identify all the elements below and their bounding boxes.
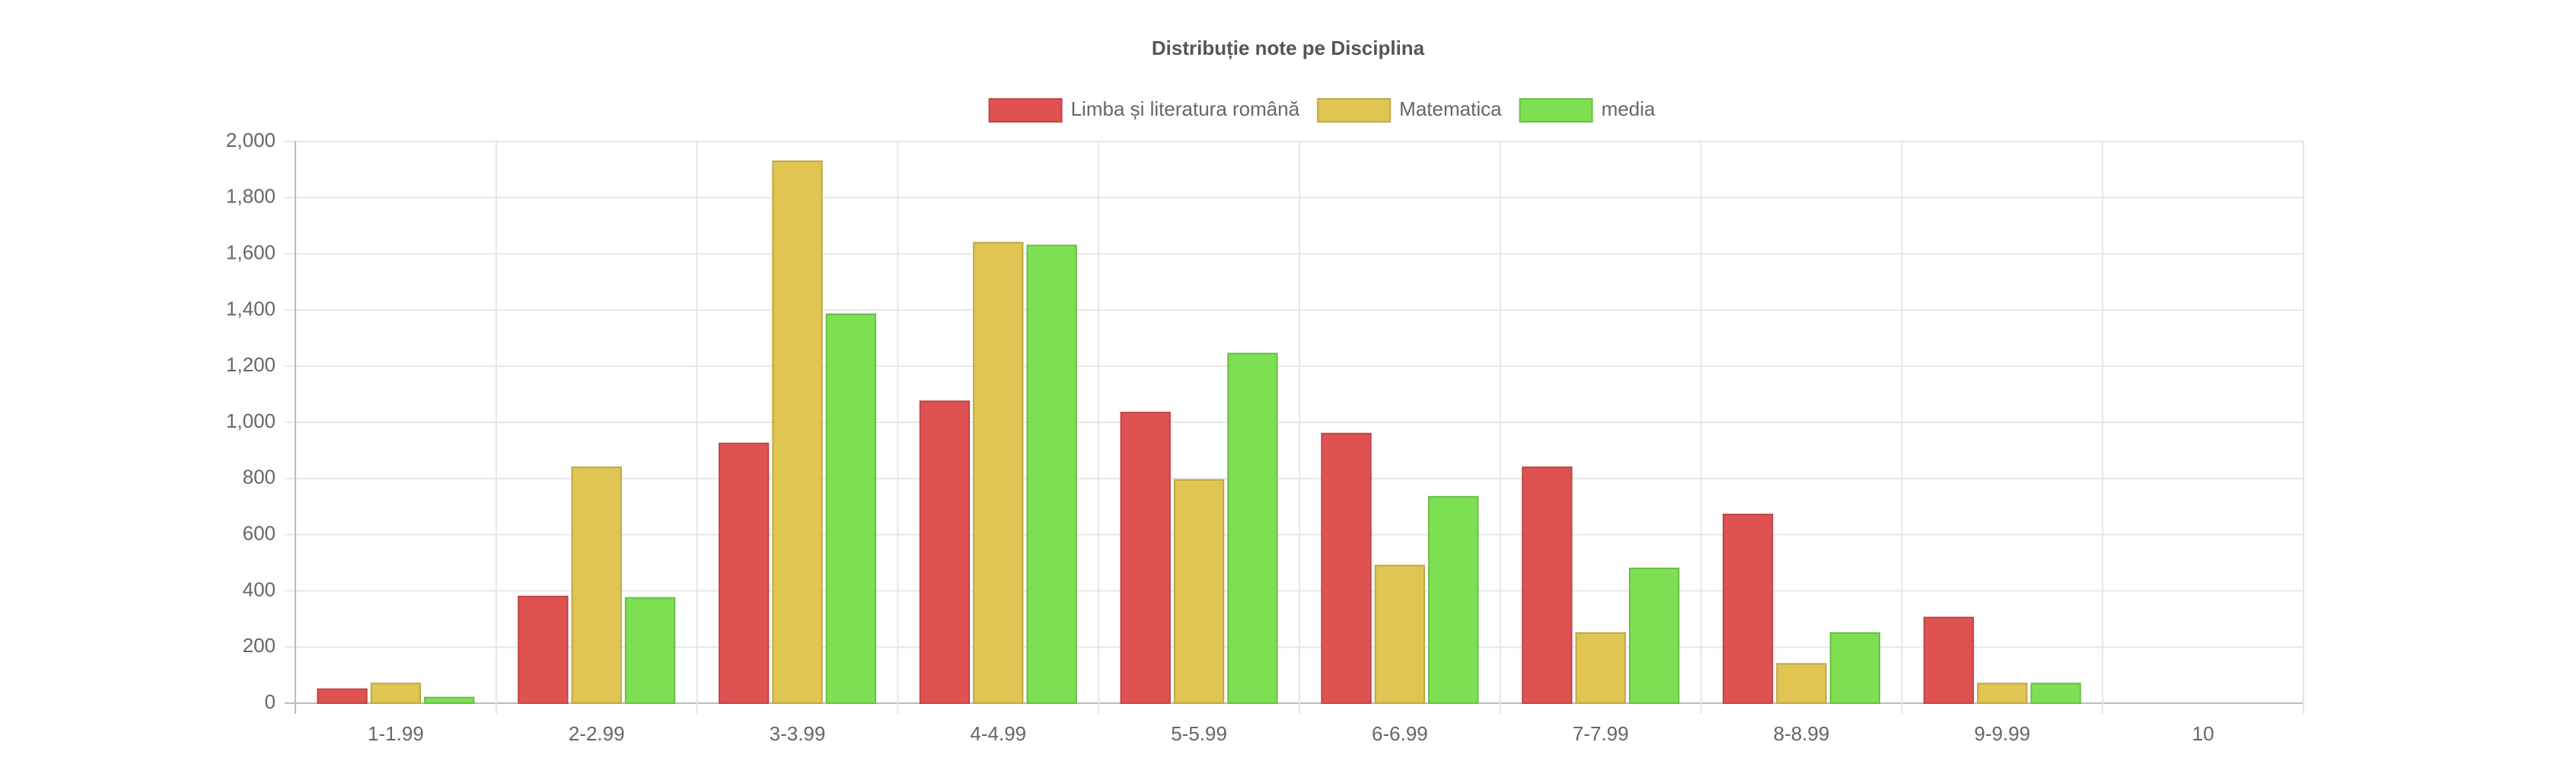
bar <box>1829 632 1881 704</box>
y-tick-label: 2,000 <box>226 129 276 151</box>
y-tick-label: 1,600 <box>226 240 276 263</box>
bar <box>424 696 475 704</box>
bar <box>772 160 823 704</box>
legend-label: Limba și literatura română <box>1071 97 1300 120</box>
bar <box>1173 479 1225 705</box>
bar <box>1722 514 1774 704</box>
bar <box>825 313 877 704</box>
bar <box>1227 352 1278 704</box>
x-tick-label: 4-4.99 <box>970 722 1026 745</box>
y-tick-label: 0 <box>265 690 276 713</box>
bar <box>1522 466 1573 704</box>
y-tick-label: 600 <box>243 521 276 544</box>
bar <box>2030 683 2081 704</box>
legend-swatch <box>988 98 1063 123</box>
legend-item: Limba și literatura română <box>988 97 1300 123</box>
bar <box>1321 432 1372 704</box>
legend: Limba și literatura română Matematica medi… <box>988 97 1656 123</box>
y-tick-label: 1,400 <box>226 297 276 320</box>
bar <box>1776 663 1827 705</box>
y-tick-label: 800 <box>243 466 276 489</box>
y-tick-label: 1,200 <box>226 353 276 376</box>
bar <box>624 597 676 704</box>
x-tick-label: 7-7.99 <box>1573 722 1629 745</box>
bar <box>1374 565 1426 704</box>
y-tick-label: 200 <box>243 634 276 657</box>
bar <box>1575 632 1626 704</box>
y-tick-label: 1,800 <box>226 185 276 208</box>
legend-label: media <box>1602 97 1656 120</box>
x-tick-label: 5-5.99 <box>1171 722 1227 745</box>
legend-item: media <box>1519 97 1656 123</box>
x-tick-label: 10 <box>2192 722 2214 745</box>
bar <box>571 466 622 704</box>
bar <box>919 400 971 704</box>
bar <box>1428 495 1479 704</box>
x-tick-label: 1-1.99 <box>368 722 424 745</box>
bar <box>1026 244 1077 704</box>
bar <box>317 688 368 704</box>
bar <box>973 241 1024 704</box>
x-tick-label: 6-6.99 <box>1372 722 1428 745</box>
x-tick-label: 3-3.99 <box>770 722 826 745</box>
legend-label: Matematica <box>1399 97 1502 120</box>
bar <box>1923 616 1975 705</box>
bar <box>1628 567 1680 704</box>
y-tick-label: 1,000 <box>226 409 276 432</box>
bar <box>718 442 770 704</box>
legend-swatch <box>1519 98 1593 123</box>
chart-title: Distribuție note pe Disciplina <box>1152 37 1425 59</box>
y-tick-label: 400 <box>243 578 276 600</box>
bar <box>1977 683 2028 704</box>
bar <box>1120 412 1171 705</box>
x-tick-label: 9-9.99 <box>1974 722 2030 745</box>
legend-swatch <box>1317 98 1392 123</box>
x-tick-label: 8-8.99 <box>1774 722 1830 745</box>
bar <box>370 683 422 704</box>
x-tick-label: 2-2.99 <box>569 722 625 745</box>
bar <box>518 595 569 705</box>
legend-item: Matematica <box>1317 97 1502 123</box>
